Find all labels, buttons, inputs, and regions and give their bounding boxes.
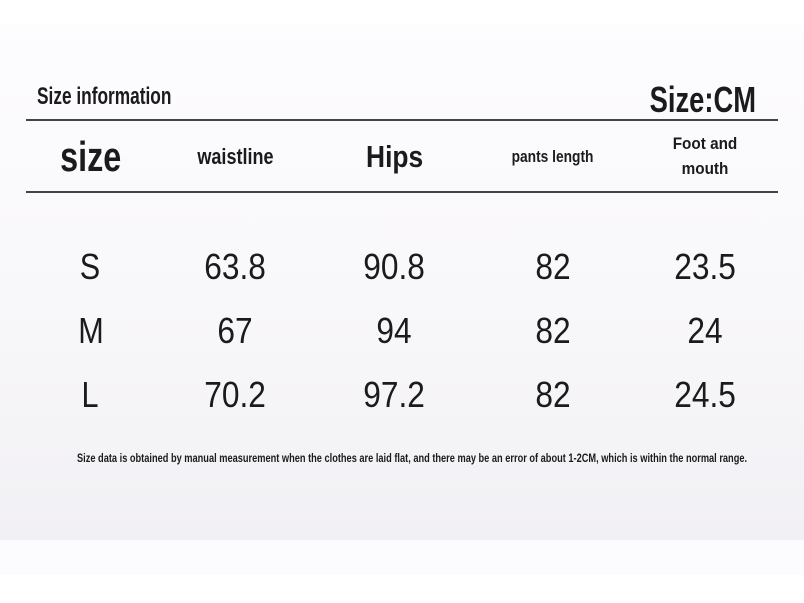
column-header-pants-length: pants length	[502, 147, 603, 167]
cell-s-waistline: 63.8	[204, 246, 266, 287]
footer-note: Size data is obtained by manual measurem…	[77, 451, 748, 465]
gradient-background-panel	[0, 25, 804, 540]
row-label-s: S	[78, 246, 102, 288]
cell-l-hips: 97.2	[363, 374, 426, 415]
cell-m-pants-length: 82	[535, 310, 571, 351]
size-unit-label: Size:CM	[649, 79, 756, 120]
column-header-pants-length-label: pants length	[512, 147, 594, 166]
table-cell: 82	[533, 246, 573, 288]
cell-l-pants-length: 82	[535, 374, 571, 415]
column-header-foot-and-mouth: Foot and mouth	[667, 132, 743, 181]
table-cell: 23.5	[670, 246, 740, 288]
cell-s-pants-length: 82	[535, 246, 571, 287]
row-label-m: M	[76, 310, 106, 352]
column-header-size-label: size	[59, 133, 122, 180]
cell-m-foot-and-mouth: 24	[687, 310, 723, 351]
column-header-foot-and-mouth-label: Foot and mouth	[672, 134, 738, 178]
column-header-size: size	[51, 133, 130, 181]
table-cell: 24	[685, 310, 725, 352]
table-cell: 97.2	[359, 374, 429, 416]
table-cell: 63.8	[200, 246, 270, 288]
table-header-row: size waistline Hips pants length Foot an…	[26, 123, 778, 191]
row-label-l: L	[80, 374, 100, 416]
column-header-waistline: waistline	[189, 144, 282, 170]
row-label-s-text: S	[80, 246, 101, 287]
table-cell: 24.5	[670, 374, 740, 416]
cell-s-hips: 90.8	[363, 246, 426, 287]
page-title: Size information	[37, 83, 172, 110]
cell-l-waistline: 70.2	[204, 374, 266, 415]
header-divider	[26, 191, 778, 193]
table-cell: 82	[533, 374, 573, 416]
bottom-light-band	[0, 540, 804, 575]
table-cell: 82	[533, 310, 573, 352]
cell-m-waistline: 67	[217, 310, 253, 351]
table-cell: 70.2	[200, 374, 270, 416]
row-label-m-text: M	[77, 310, 104, 351]
cell-s-foot-and-mouth: 23.5	[674, 246, 736, 287]
column-header-hips-label: Hips	[365, 139, 424, 174]
table-body: S 63.8 90.8 82 23.5 M 67 94 82 24	[26, 235, 778, 427]
table-cell: 94	[374, 310, 414, 352]
top-divider	[26, 119, 778, 121]
column-header-waistline-label: waistline	[196, 144, 274, 169]
column-header-hips: Hips	[361, 139, 428, 175]
cell-m-hips: 94	[376, 310, 413, 351]
table-cell: 90.8	[359, 246, 429, 288]
cell-l-foot-and-mouth: 24.5	[674, 374, 736, 415]
row-label-l-text: L	[81, 374, 100, 415]
table-cell: 67	[215, 310, 255, 352]
